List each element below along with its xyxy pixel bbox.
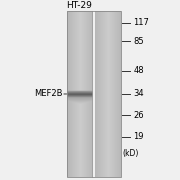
Text: 117: 117 xyxy=(133,19,149,28)
Text: HT-29: HT-29 xyxy=(66,1,92,10)
Text: MEF2B: MEF2B xyxy=(35,89,63,98)
Text: 34: 34 xyxy=(133,89,144,98)
Text: (kD): (kD) xyxy=(122,149,139,158)
Text: 48: 48 xyxy=(133,66,144,75)
Text: 85: 85 xyxy=(133,37,144,46)
Text: 19: 19 xyxy=(133,132,144,141)
Text: 26: 26 xyxy=(133,111,144,120)
